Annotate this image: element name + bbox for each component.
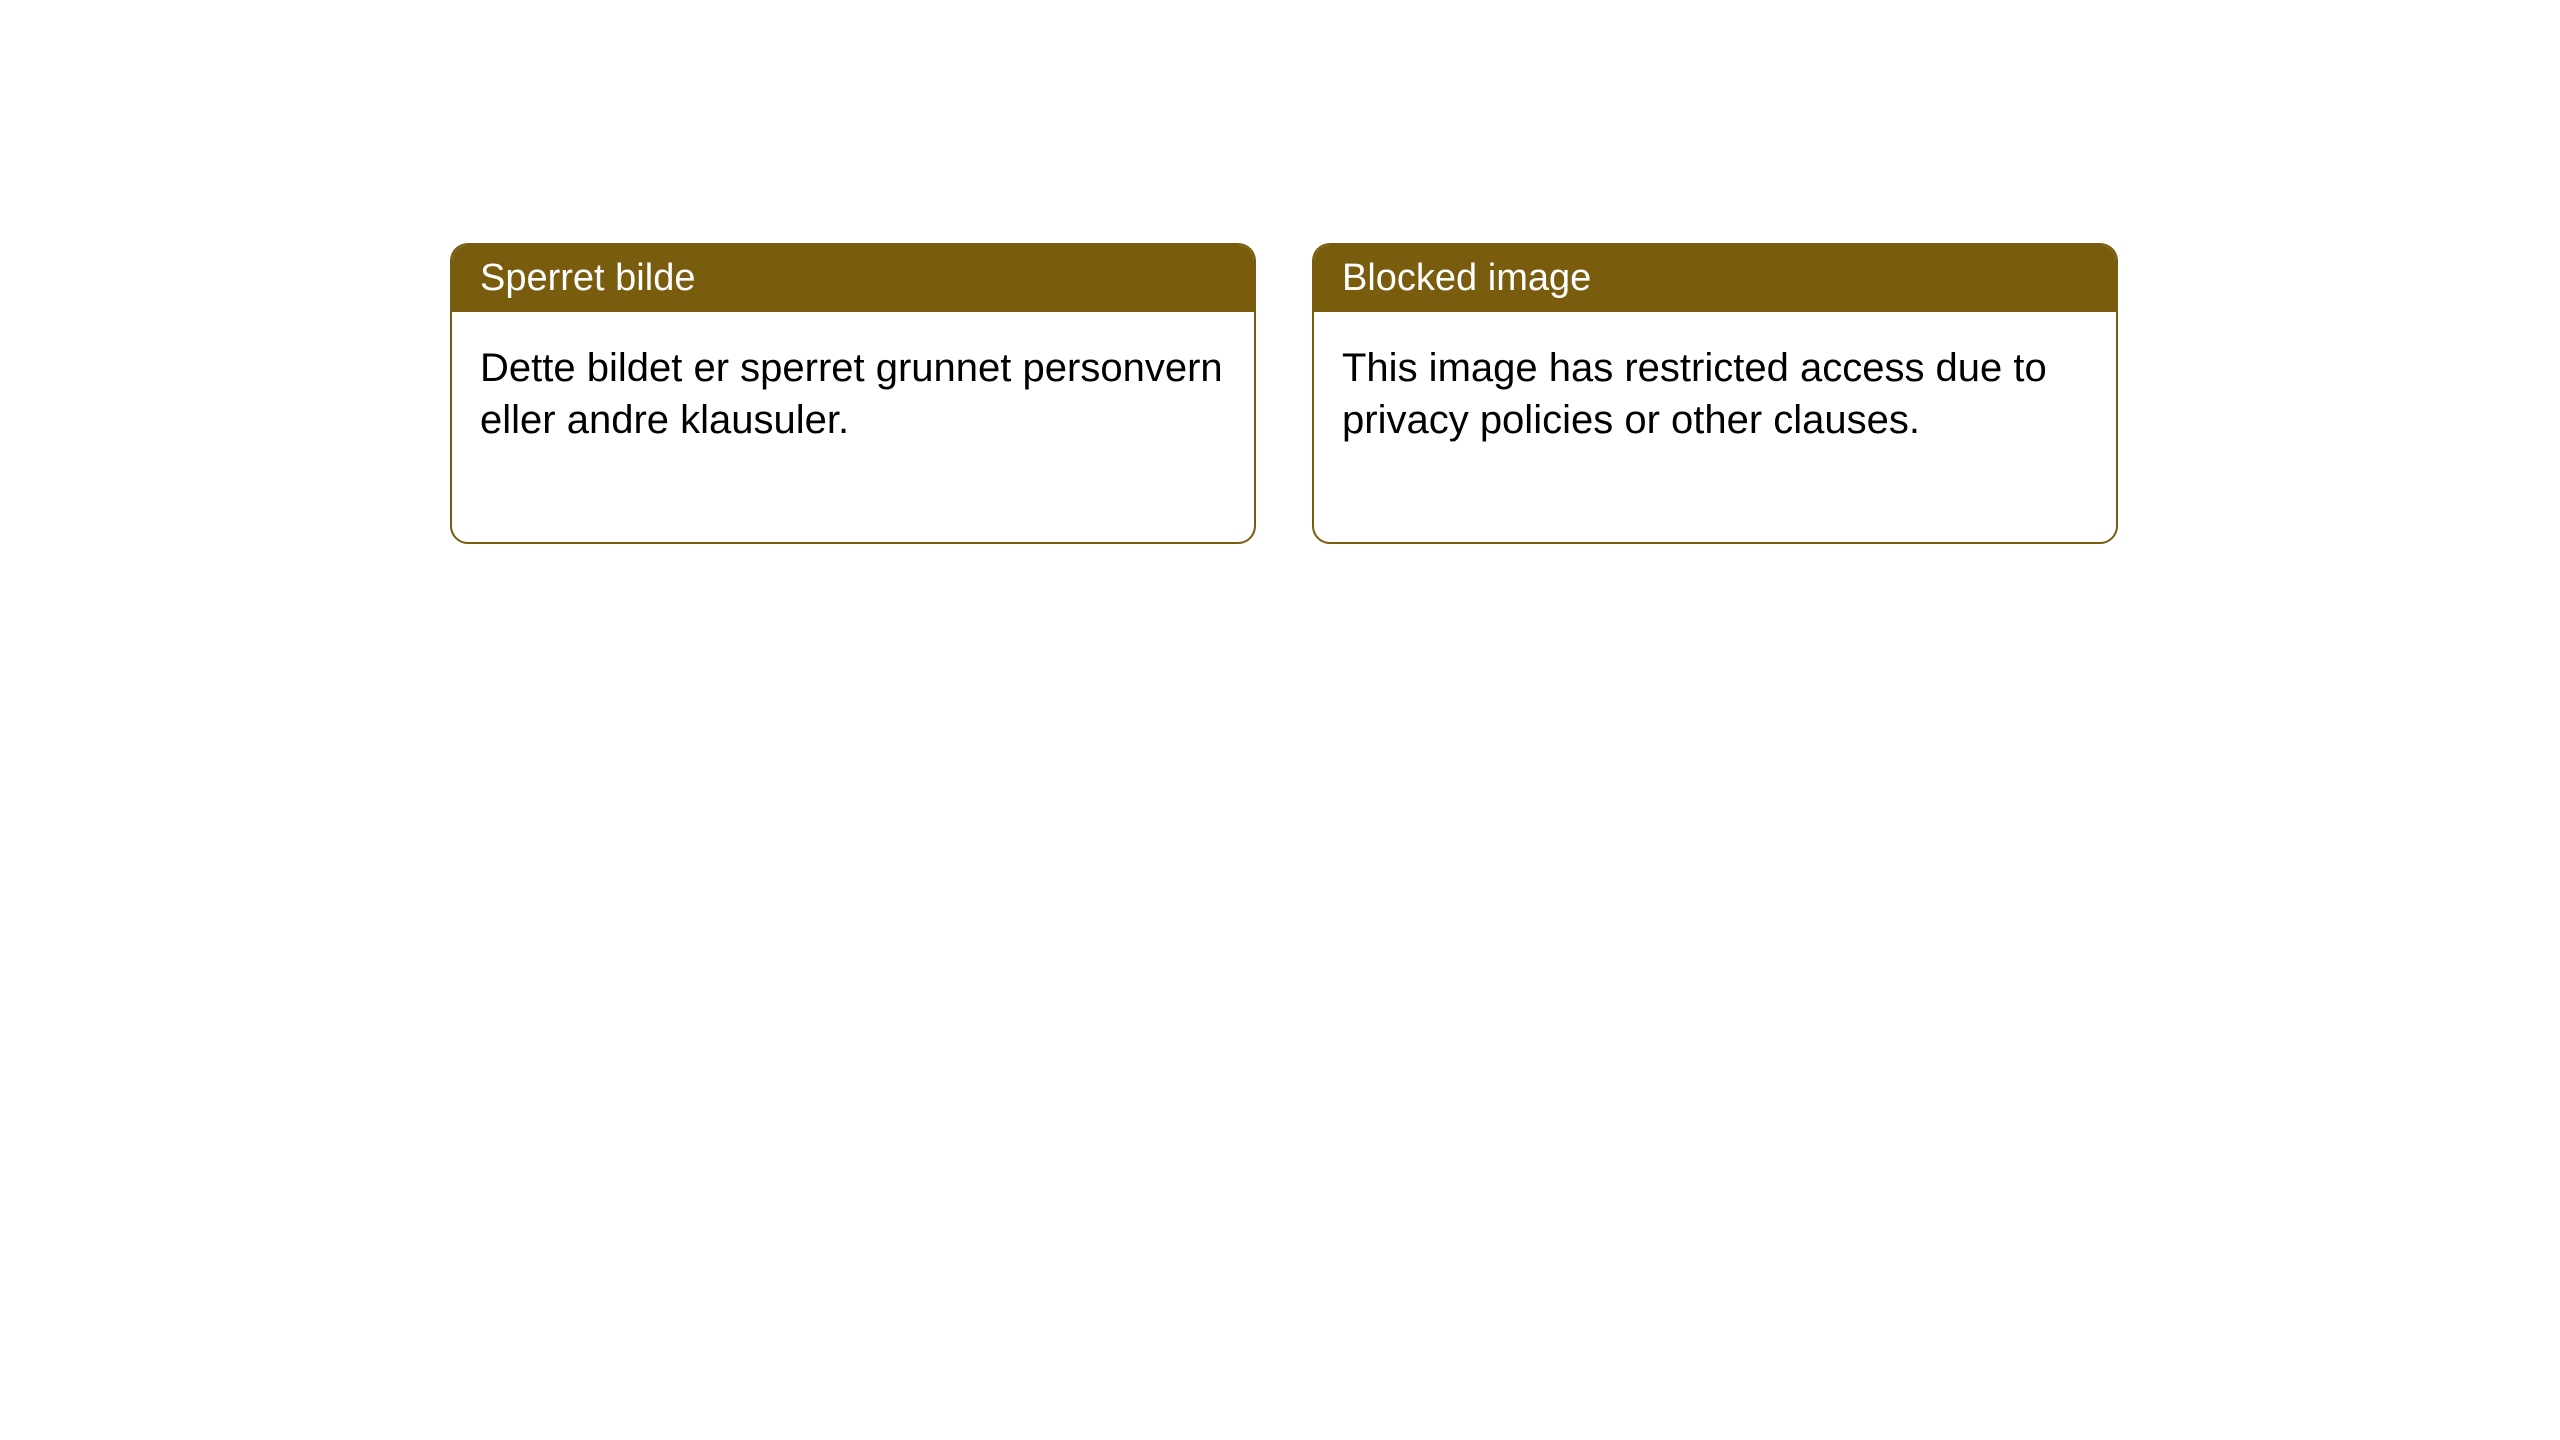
- notice-body-en: This image has restricted access due to …: [1314, 312, 2116, 542]
- notice-title-en: Blocked image: [1314, 245, 2116, 312]
- notice-card-en: Blocked image This image has restricted …: [1312, 243, 2118, 544]
- notice-body-no: Dette bildet er sperret grunnet personve…: [452, 312, 1254, 542]
- notice-card-no: Sperret bilde Dette bildet er sperret gr…: [450, 243, 1256, 544]
- notice-container: Sperret bilde Dette bildet er sperret gr…: [450, 243, 2118, 544]
- notice-title-no: Sperret bilde: [452, 245, 1254, 312]
